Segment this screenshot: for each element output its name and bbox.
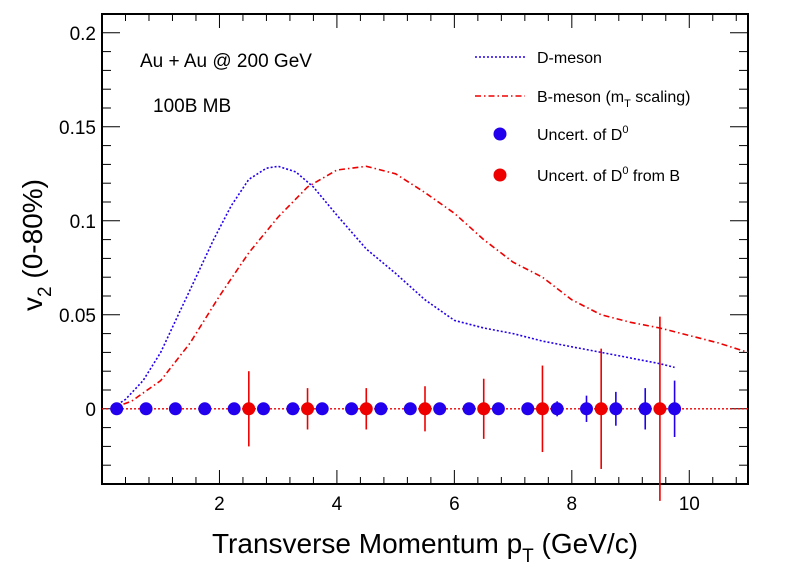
y-axis-label: v2 (0-80%) <box>17 179 56 311</box>
d0-point <box>227 402 241 416</box>
plot-border <box>101 13 749 485</box>
legend-label-d0-from-b: Uncert. of D0 from B <box>537 165 680 185</box>
d0-point <box>198 402 212 416</box>
d0-point <box>168 402 182 416</box>
d0-from-b-point <box>653 402 667 416</box>
d0-point <box>521 402 535 416</box>
d0-point <box>403 402 417 416</box>
x-tick-label: 6 <box>449 494 460 515</box>
d0-point <box>257 402 270 416</box>
d0-from-b-point <box>418 402 432 416</box>
y-tick-label: 0 <box>85 400 96 421</box>
d0-point <box>374 402 388 416</box>
y-tick-label: 0.05 <box>59 306 96 327</box>
legend-marker-d0-from-b <box>493 168 507 182</box>
d0-point <box>462 402 476 416</box>
y-tick-label: 0.2 <box>70 24 96 45</box>
series-layer <box>102 165 749 501</box>
x-tick-label: 2 <box>214 494 225 515</box>
x-axis-label: Transverse Momentum pT (GeV/c) <box>212 528 638 567</box>
d0-point <box>491 402 505 416</box>
annotation-stats: 100B MB <box>153 96 231 117</box>
d0-point <box>110 402 124 416</box>
d0-point <box>139 402 153 416</box>
d0-from-b-point <box>242 402 256 416</box>
d0-point <box>550 402 564 416</box>
d0-point <box>345 402 359 416</box>
y-tick-label: 0.1 <box>70 212 96 233</box>
d0-point <box>433 402 447 416</box>
d0-from-b-point <box>359 402 373 416</box>
legend-label-d-meson: D-meson <box>537 50 602 67</box>
d0-point <box>286 402 300 416</box>
d-meson-curve <box>110 165 675 410</box>
d0-point <box>668 402 682 416</box>
axes: 2 4 6 8 10 0 0.05 0.1 0.15 0.2 <box>59 13 748 515</box>
x-tick-label: 4 <box>332 494 343 515</box>
d0-from-b-point <box>535 402 549 416</box>
d0-from-b-point <box>301 402 315 416</box>
legend-label-b-meson: B-meson (mT scaling) <box>537 89 690 110</box>
legend-label-d0: Uncert. of D0 <box>537 124 628 144</box>
d0-point <box>580 402 593 416</box>
d0-from-b-point <box>477 402 491 416</box>
y-tick-label: 0.15 <box>59 118 96 139</box>
annotation-collision: Au + Au @ 200 GeV <box>140 51 312 72</box>
d0-point <box>638 402 652 416</box>
legend-marker-d0 <box>493 127 507 141</box>
x-tick-label: 10 <box>679 494 700 515</box>
d0-from-b-point <box>594 402 608 416</box>
b-meson-curve <box>110 165 749 410</box>
plot-frame <box>101 13 749 485</box>
legend: D-meson B-meson (mT scaling) Uncert. of … <box>475 50 690 185</box>
x-tick-label: 8 <box>567 494 578 515</box>
d0-point <box>609 402 623 416</box>
d0-point <box>315 402 329 416</box>
